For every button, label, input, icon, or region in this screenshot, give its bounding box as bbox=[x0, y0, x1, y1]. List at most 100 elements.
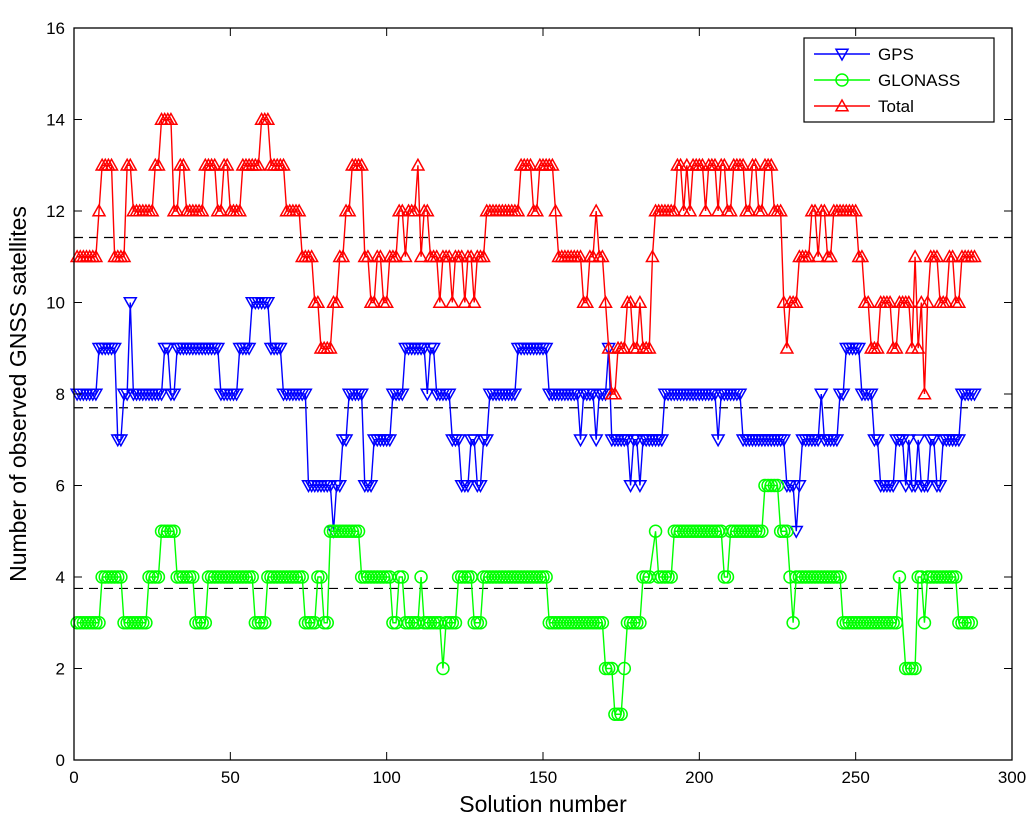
point-glonass bbox=[958, 616, 972, 630]
point-gps bbox=[107, 342, 122, 356]
point-gps bbox=[338, 434, 354, 448]
point-glonass bbox=[289, 570, 303, 584]
point-glonass bbox=[248, 616, 263, 630]
point-gps bbox=[654, 434, 670, 448]
point-total bbox=[632, 294, 648, 309]
point-total bbox=[151, 157, 166, 171]
point-total bbox=[523, 157, 538, 171]
point-gps bbox=[88, 388, 104, 402]
legend-marker-gps bbox=[834, 48, 850, 62]
point-glonass bbox=[777, 524, 791, 538]
point-total bbox=[710, 203, 726, 217]
point-glonass bbox=[448, 616, 463, 630]
point-total bbox=[291, 203, 307, 217]
y-tick-label: 6 bbox=[56, 477, 65, 496]
point-glonass bbox=[467, 616, 481, 630]
point-glonass bbox=[720, 570, 735, 584]
point-total bbox=[335, 249, 351, 263]
point-gps bbox=[623, 479, 638, 494]
point-gps bbox=[166, 388, 182, 402]
point-total bbox=[276, 157, 291, 171]
legend-marker-glonass bbox=[835, 73, 849, 87]
point-total bbox=[889, 340, 904, 354]
point-gps bbox=[260, 296, 276, 311]
point-glonass bbox=[142, 570, 156, 584]
mean-lines bbox=[74, 236, 1012, 590]
point-total bbox=[548, 203, 563, 217]
legend-entries: GPS GLONASS Total bbox=[814, 45, 960, 116]
point-glonass bbox=[529, 570, 544, 584]
point-glonass bbox=[295, 570, 309, 584]
point-total bbox=[882, 294, 898, 309]
point-glonass bbox=[132, 616, 147, 630]
point-glonass bbox=[917, 616, 932, 630]
point-total bbox=[260, 111, 276, 126]
point-total bbox=[763, 157, 779, 171]
point-gps bbox=[332, 479, 348, 494]
point-total bbox=[623, 294, 638, 309]
point-glonass bbox=[436, 661, 450, 676]
point-glonass bbox=[114, 570, 128, 584]
point-gps bbox=[932, 479, 948, 494]
point-total bbox=[788, 294, 804, 309]
point-total bbox=[810, 249, 826, 263]
point-glonass bbox=[314, 570, 328, 584]
point-glonass bbox=[636, 570, 650, 584]
legend-marker-total bbox=[834, 98, 850, 112]
point-gps bbox=[588, 434, 604, 448]
point-glonass bbox=[182, 570, 197, 584]
point-glonass bbox=[92, 616, 106, 630]
point-glonass bbox=[157, 524, 172, 538]
point-gps bbox=[829, 434, 845, 448]
point-glonass bbox=[139, 616, 153, 630]
point-total bbox=[817, 203, 832, 217]
point-gps bbox=[154, 388, 169, 402]
point-glonass bbox=[392, 570, 406, 584]
x-tick-label: 200 bbox=[685, 768, 713, 787]
point-total bbox=[823, 249, 838, 263]
point-total bbox=[917, 386, 932, 400]
point-gps bbox=[901, 434, 917, 448]
point-glonass bbox=[595, 616, 610, 630]
point-total bbox=[742, 203, 757, 217]
point-glonass bbox=[129, 616, 144, 630]
ticks-layer: 0 50 100 150 200 250 300 0 2 4 6 8 10 12 14 16 bbox=[46, 19, 1026, 787]
point-glonass bbox=[889, 616, 904, 630]
point-glonass bbox=[708, 524, 722, 538]
point-total bbox=[907, 249, 923, 263]
point-glonass bbox=[242, 570, 256, 584]
x-tick-label: 150 bbox=[529, 768, 557, 787]
point-gps bbox=[910, 434, 926, 448]
point-glonass bbox=[961, 616, 975, 630]
point-glonass bbox=[148, 570, 163, 584]
legend: GPS GLONASS Total bbox=[803, 37, 995, 123]
y-tick-label: 16 bbox=[46, 19, 65, 38]
point-total bbox=[735, 157, 751, 171]
point-glonass bbox=[955, 616, 969, 630]
point-total bbox=[910, 340, 926, 354]
point-glonass bbox=[880, 616, 894, 630]
point-glonass bbox=[883, 616, 897, 630]
point-glonass bbox=[586, 616, 600, 630]
point-glonass bbox=[630, 616, 644, 630]
point-total bbox=[91, 203, 107, 217]
point-glonass bbox=[351, 524, 366, 538]
point-gps bbox=[573, 434, 588, 448]
point-gps bbox=[870, 434, 885, 448]
point-glonass bbox=[445, 616, 460, 630]
point-gps bbox=[420, 388, 435, 402]
point-glonass bbox=[539, 570, 553, 584]
y-tick-label: 10 bbox=[46, 294, 65, 313]
y-axis-label: Number of observed GNSS satellites bbox=[5, 206, 31, 582]
point-glonass bbox=[136, 616, 150, 630]
point-gps bbox=[273, 342, 288, 356]
point-total bbox=[445, 294, 460, 309]
point-glonass bbox=[948, 570, 963, 584]
point-gps bbox=[507, 388, 523, 402]
point-glonass bbox=[767, 478, 782, 493]
point-total bbox=[304, 249, 319, 263]
series-total bbox=[69, 111, 982, 400]
point-glonass bbox=[176, 570, 191, 584]
point-gps bbox=[441, 388, 457, 402]
point-glonass bbox=[945, 570, 960, 584]
